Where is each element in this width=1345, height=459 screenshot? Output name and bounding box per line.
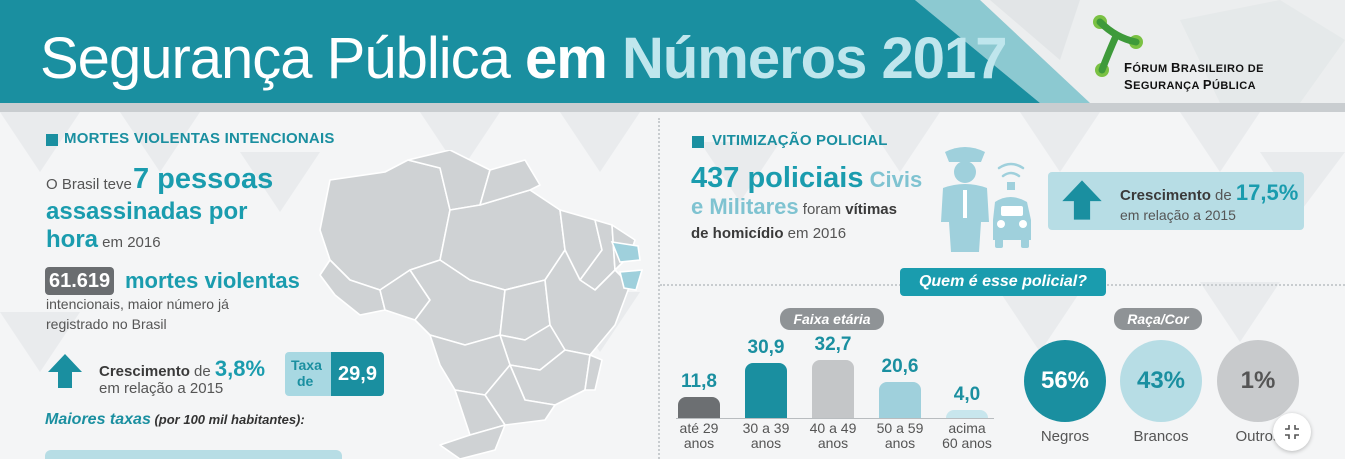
logo-line-1: FÓRUM BRASILEIRO DE [1124,60,1264,75]
age-bar [946,410,988,418]
maiores-taxas-heading: Maiores taxas (por 100 mil habitantes): [45,411,305,428]
growth-left-suffix: em relação a 2015 [99,380,224,397]
intro-line-2: assassinadas por [46,198,248,225]
age-bar [879,381,921,418]
title-part-3: Números 2017 [621,26,1008,91]
race-circle: 1% [1217,340,1299,422]
background-pattern [0,112,1345,372]
age-bar-label: acima 60 anos [942,420,992,451]
who-is-police-pill: Quem é esse policial? [900,268,1106,296]
age-bar-label: 30 a 39 anos [742,420,790,451]
header: Segurança Pública em Números 2017 FÓRUM … [0,0,1345,112]
maiores-taxas-box [45,450,342,459]
logo-line-2: SEGURANÇA PÚBLICA [1124,77,1256,92]
section-title-vitimizacao: VITIMIZAÇÃO POLICIAL [712,132,888,149]
intro-prefix: O Brasil teve [46,176,132,193]
section-marker-icon [692,136,704,148]
arrow-up-icon [48,354,82,388]
police-line-3: de homicídio em 2016 [691,225,847,242]
page-title: Segurança Pública em Números 2017 [40,24,1007,94]
race-circle-label: Brancos [1133,428,1189,445]
section-title-mortes: MORTES VIOLENTAS INTENCIONAIS [64,130,335,147]
title-part-1: Segurança Pública [40,26,525,91]
age-bar-label: 50 a 59 anos [876,420,924,451]
deaths-desc-1: intencionais, maior número já [46,296,229,312]
section-marker-icon [46,134,58,146]
age-bar-label: até 29 anos [679,420,719,451]
expand-button[interactable] [1273,413,1311,451]
vertical-divider [658,118,660,459]
growth-right-suffix: em relação a 2015 [1120,207,1236,223]
age-bar [678,397,720,418]
growth-left-line-1: Crescimento de 3,8% [99,356,266,381]
intro-line-3: hora em 2016 [46,226,161,253]
age-bar-value: 30,9 [747,337,785,359]
race-circle: 56% [1024,340,1106,422]
age-bar-label: 40 a 49 anos [809,420,857,451]
age-bar-value: 32,7 [814,334,852,356]
growth-right-line-1: Crescimento de 17,5% [1120,180,1299,205]
taxa-value: 29,9 [331,352,384,396]
brazil-map-icon [319,150,644,459]
arrow-up-icon [1062,180,1102,220]
age-bar [812,360,854,418]
deaths-count-badge: 61.619 [45,267,115,295]
deaths-label: mortes violentas [125,268,300,293]
taxa-box: Taxa de 29,9 [285,352,384,396]
fbsp-logo-icon [1093,15,1143,77]
age-bar [745,363,787,418]
police-line-1: 437 policiais Civis [691,162,923,194]
deaths-desc-2: registrado no Brasil [46,316,167,332]
age-bar-value: 11,8 [681,371,717,393]
age-bar-value: 20,6 [881,355,919,377]
header-band-shape [0,0,1345,112]
age-bar-value: 4,0 [953,384,981,405]
police-line-2: e Militares foram vítimas [691,194,897,219]
taxa-label: Taxa de [285,352,331,396]
race-circle: 43% [1120,340,1202,422]
title-part-2: em [525,26,622,91]
intro-big-number: 7 pessoas [133,163,274,195]
chart-baseline [676,418,994,419]
race-pill: Raça/Cor [1114,308,1202,330]
police-officer-icon [941,147,1031,252]
age-pill: Faixa etária [780,308,884,330]
logo-text: FÓRUM BRASILEIRO DE SEGURANÇA PÚBLICA [1124,60,1264,94]
race-circle-label: Negros [1040,428,1090,445]
expand-icon [1285,425,1299,439]
race-circle-label: Outros [1235,428,1281,445]
